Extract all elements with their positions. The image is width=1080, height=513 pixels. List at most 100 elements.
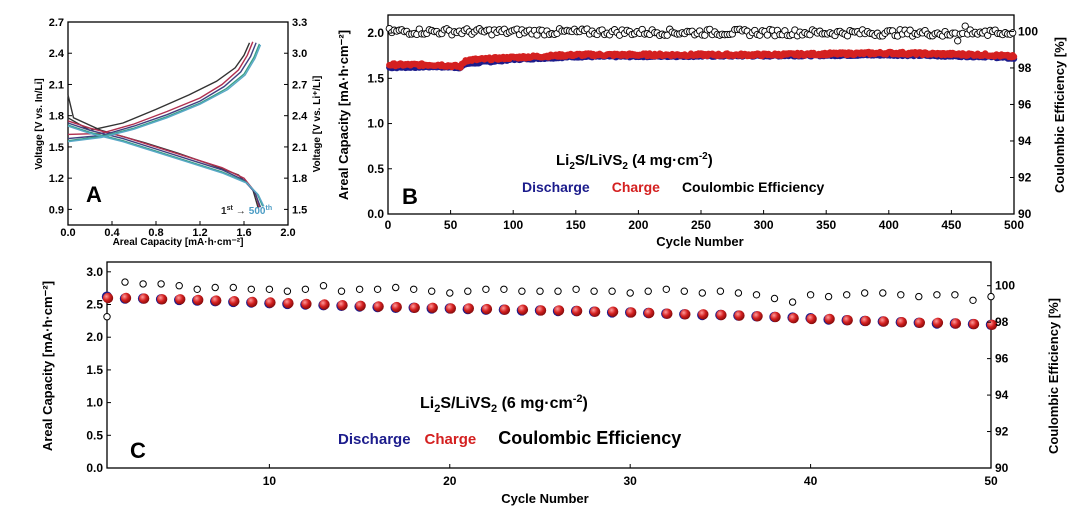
charge-point [229,296,240,307]
sample-exp: -2 [699,151,708,162]
y-right-tick-label: 1.5 [292,204,307,216]
ce-point [301,285,310,293]
ce-point [554,287,562,295]
panel-b-sample-label: Li2S/LiVS2 (4 mg·cm-2) [556,151,713,172]
charge-point [156,294,168,305]
x-tick-label: 10 [263,474,277,488]
ce-point [103,313,111,321]
annotation-end: 500 [249,206,266,217]
ce-point [482,285,490,293]
charge-point [120,292,132,304]
charge-point [788,313,799,324]
charge-point [896,317,907,328]
panel-a-xlabel: Areal Capacity [mA·h·cm⁻²] [113,237,244,248]
y-left-tick-label: 1.5 [367,71,384,85]
x-tick-label: 50 [984,474,998,488]
x-tick-label: 300 [754,218,774,232]
ce-point [446,289,454,297]
charge-point [752,311,763,322]
charge-point [355,300,366,311]
panel-c-frame [106,261,992,469]
y-left-tick-label: 1.0 [86,396,103,410]
panel-c-ylabel-left: Areal Capacity [mA·h·cm⁻²] [40,281,55,451]
charge-point [409,302,420,313]
panel-a-label: A [86,182,102,207]
x-tick-label: 0.4 [104,227,120,239]
charge-point [175,294,186,305]
y-left-tick-label: 2.5 [86,298,103,312]
ce-point [590,287,598,295]
legend-ce: Coulombic Efficiency [498,428,681,448]
ce-point [987,292,995,301]
legend-charge: Charge [612,179,660,195]
ce-point [283,287,292,295]
x-tick-label: 1.2 [192,227,207,239]
x-tick-label: 20 [443,474,457,488]
ce-point [734,289,743,297]
charge-point [391,301,402,313]
charge-point [535,305,547,316]
panel-b-ticks: 0 50 100 150 200 250 300 350 400 450 500 0.0 0.5 1.0 1… [367,24,1038,232]
panel-c-plot-area [101,278,998,330]
charge-point [517,304,529,315]
ce-point [373,285,382,293]
ce-point [824,292,833,301]
ce-point [716,287,725,295]
ce-point [879,289,887,297]
panel-b-label: B [402,184,418,209]
ce-point [211,283,219,292]
sample-sub1: 2 [569,161,575,172]
sample-end: ) [583,395,588,412]
y-left-tick-label: 2.0 [367,26,384,40]
y-left-tick-label: 2.1 [49,79,64,91]
charge-point [247,296,258,308]
x-tick-label: 150 [566,218,586,232]
y-right-tick-label: 90 [1018,207,1032,221]
ce-point [392,283,400,292]
panel-c-ticks: 10 20 30 40 50 0.0 0.5 1.0 1.5 2.0 2.5 3.0 90 92 94 96 9… [86,265,1015,488]
ce-point [843,291,851,299]
charge-point [644,307,655,319]
charge-point [878,316,889,327]
panel-b-plot-area [385,22,1018,72]
ce-point [410,285,418,293]
charge-curve [67,44,262,143]
ce-point [861,289,869,297]
ce-point [662,285,670,293]
ce-point [897,291,905,299]
sample-sub1: 2 [434,403,440,415]
ce-point [698,289,706,297]
charge-point [463,303,474,314]
y-left-tick-label: 0.9 [49,204,64,216]
x-tick-label: 400 [879,218,899,232]
charge-point [102,292,114,304]
charge-point [950,318,962,329]
sample-li: Li [420,395,434,412]
annotation-start: 1 [221,206,227,217]
panel-c: 10 20 30 40 50 0.0 0.5 1.0 1.5 2.0 2.5 3.0 90 92 94 96 9… [40,261,1061,506]
y-left-tick-label: 0.0 [86,461,103,475]
charge-point [211,295,222,306]
charge-point [589,306,601,317]
panel-a-ylabel-left: Voltage [V vs. In/Li] [34,78,45,170]
y-left-tick-label: 1.2 [49,173,64,185]
y-left-tick-label: 1.5 [86,363,103,377]
legend-discharge: Discharge [338,431,411,448]
charge-point [932,317,944,328]
y-left-tick-label: 0.5 [367,162,384,176]
x-tick-label: 200 [628,218,648,232]
x-tick-label: 0 [385,218,392,232]
charge-point [680,309,691,320]
x-tick-label: 1.6 [236,227,251,239]
charge-point [571,305,583,317]
sample-load: (4 mg·cm [628,152,699,169]
panel-a-ticks: 0.0 0.4 0.8 1.2 1.6 2.0 0.9 1.2 1.5 1.8 2.1 2.4 2.7 1… [49,17,308,239]
ce-point [752,291,761,299]
panel-c-ylabel-right: Coulombic Efficiency [%] [1046,298,1061,454]
x-tick-label: 50 [444,218,458,232]
ce-point [464,287,472,295]
y-left-tick-label: 2.7 [49,17,64,29]
ce-point [157,280,165,288]
x-tick-label: 30 [624,474,638,488]
y-right-tick-label: 92 [995,425,1009,439]
